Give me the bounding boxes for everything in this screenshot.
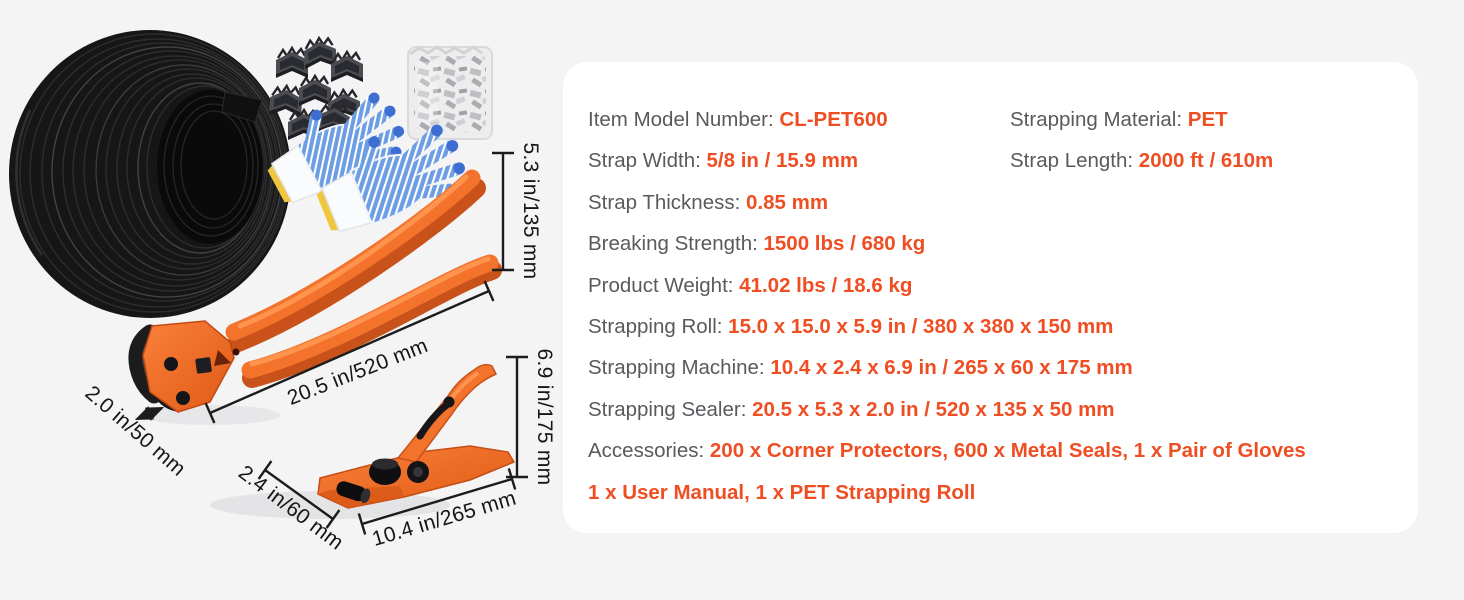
spec-row-strapping-sealer: Strapping Sealer: 20.5 x 5.3 x 2.0 in / … [588, 389, 1306, 430]
spec-value: 0.85 mm [746, 190, 829, 214]
spec-value: 2000 ft / 610m [1138, 149, 1274, 173]
spec-label: Strapping Material: [1010, 108, 1188, 131]
spec-label: Strapping Machine: [588, 356, 771, 380]
spec-row-strapping-material: Strapping Material: PET [1010, 99, 1273, 140]
spec-row-strap-length: Strap Length: 2000 ft / 610m [1010, 140, 1273, 181]
spec-value: 15.0 x 15.0 x 5.9 in / 380 x 380 x 150 m… [728, 314, 1114, 338]
dimension-annotations [134, 151, 528, 535]
spec-column-right: Strapping Material: PET Strap Length: 20… [1010, 99, 1273, 182]
spec-row-product-weight: Product Weight: 41.02 lbs / 18.6 kg [588, 265, 1306, 306]
spec-row-breaking-strength: Breaking Strength: 1500 lbs / 680 kg [588, 223, 1306, 264]
dim-sealer-height: 5.3 in/135 mm [519, 143, 542, 280]
pet-strapping-roll-photo [9, 30, 291, 318]
figure-canvas: 5.3 in/135 mm 20.5 in/520 mm 2.0 in/50 m… [9, 30, 556, 555]
spec-label: Accessories: [588, 439, 710, 463]
spec-label: Item Model Number: [588, 108, 780, 131]
spec-value: CL-PET600 [779, 108, 888, 131]
spec-label: Strapping Sealer: [588, 397, 753, 421]
spec-row-model: Item Model Number: CL-PET600 [588, 99, 1306, 140]
spec-column-left: Item Model Number: CL-PET600 Strap Width… [588, 99, 1306, 513]
spec-label: Product Weight: [588, 273, 740, 297]
spec-label: Strap Thickness: [588, 190, 746, 214]
spec-row-accessories-continued: 1 x User Manual, 1 x PET Strapping Roll [588, 472, 1306, 513]
spec-label: Strapping Roll: [588, 314, 729, 338]
spec-row-strapping-machine: Strapping Machine: 10.4 x 2.4 x 6.9 in /… [588, 347, 1306, 388]
spec-value: 200 x Corner Protectors, 600 x Metal Sea… [709, 439, 1306, 463]
spec-value: 41.02 lbs / 18.6 kg [739, 273, 913, 297]
spec-value: 20.5 x 5.3 x 2.0 in / 520 x 135 x 50 mm [752, 397, 1115, 421]
spec-row-strapping-roll: Strapping Roll: 15.0 x 15.0 x 5.9 in / 3… [588, 306, 1306, 347]
spec-value: PET [1187, 108, 1228, 131]
spec-value: 5/8 in / 15.9 mm [706, 149, 859, 173]
strapping-sealer-photo [128, 169, 502, 413]
strapping-tensioner-photo [317, 363, 516, 509]
spec-label: Strap Length: [1010, 149, 1139, 173]
spec-label: Strap Width: [588, 149, 707, 173]
spec-label: Breaking Strength: [588, 232, 764, 256]
spec-row-strap-thickness: Strap Thickness: 0.85 mm [588, 182, 1306, 223]
metal-seals-bag-photo [407, 45, 493, 140]
spec-row-strap-width: Strap Width: 5/8 in / 15.9 mm [588, 140, 1306, 181]
spec-value: 1 x User Manual, 1 x PET Strapping Roll [588, 480, 976, 504]
spec-card: Item Model Number: CL-PET600 Strap Width… [563, 62, 1418, 533]
spec-value: 1500 lbs / 680 kg [763, 232, 926, 256]
spec-value: 10.4 x 2.4 x 6.9 in / 265 x 60 x 175 mm [770, 356, 1133, 380]
dim-tensioner-height: 6.9 in/175 mm [533, 349, 556, 486]
spec-row-accessories: Accessories: 200 x Corner Protectors, 60… [588, 430, 1306, 471]
